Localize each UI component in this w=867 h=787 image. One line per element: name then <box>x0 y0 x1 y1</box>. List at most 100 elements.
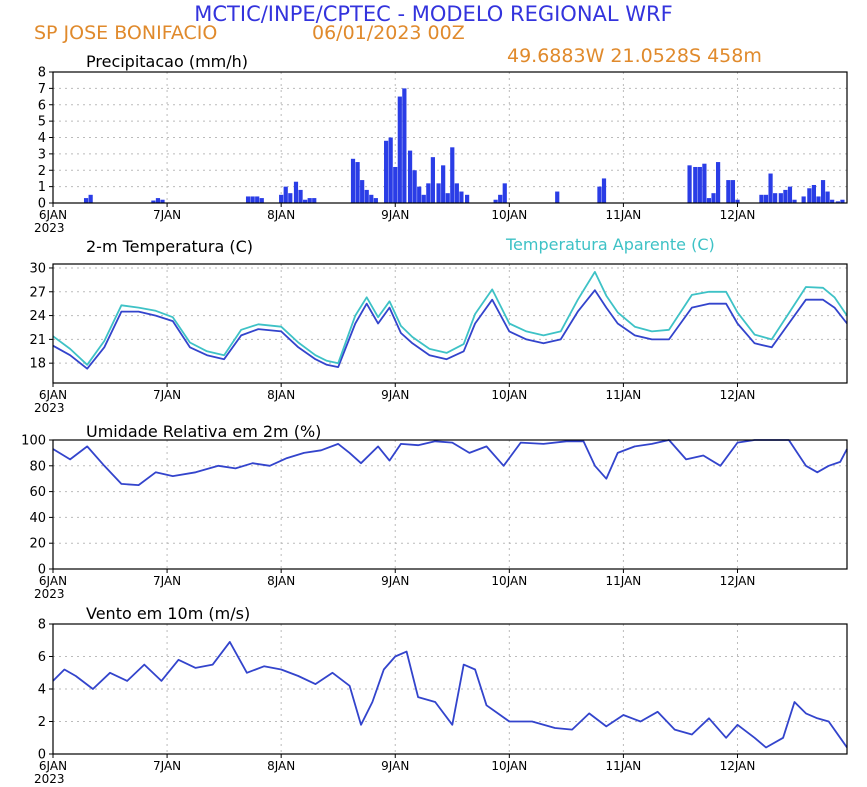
x-tick-label: 6JAN <box>39 759 67 773</box>
precip-bar <box>820 180 826 203</box>
precip-bar <box>502 183 507 203</box>
precip-bar <box>601 178 607 203</box>
precip-bar <box>787 186 793 203</box>
precip-bar <box>245 196 251 203</box>
precip-bar <box>307 198 312 203</box>
x-tick-label: 8JAN <box>267 574 295 588</box>
precip-bar <box>303 199 308 203</box>
x-tick-label: 9JAN <box>381 208 409 222</box>
precip-bar <box>792 199 797 203</box>
precip-bar <box>825 191 830 203</box>
precip-bar <box>421 194 426 203</box>
panel-title: Precipitacao (mm/h) <box>86 52 248 71</box>
precip-bar <box>811 184 817 203</box>
precip-bar <box>393 166 398 203</box>
x-tick-label: 12JAN <box>720 574 756 588</box>
precip-bar <box>369 194 374 203</box>
y-tick-label: 4 <box>38 131 46 146</box>
x-tick-label: 7JAN <box>153 759 181 773</box>
precip-bar <box>711 193 716 203</box>
precip-bar <box>697 166 702 203</box>
precip-bar <box>763 194 769 203</box>
precip-bar <box>735 199 740 203</box>
precip-bar <box>388 137 393 203</box>
y-tick-label: 6 <box>38 650 46 665</box>
precip-bar <box>759 194 764 203</box>
panel-title: 2-m Temperatura (C) <box>86 237 253 256</box>
precip-bar <box>706 198 712 203</box>
precip-bar <box>88 194 93 203</box>
run-date: 06/01/2023 00Z <box>312 22 465 44</box>
x-tick-label: 11JAN <box>606 208 642 222</box>
y-tick-label: 6 <box>38 98 46 113</box>
x-tick-label: 7JAN <box>153 574 181 588</box>
precip-bar <box>830 199 835 203</box>
x-tick-label: 10JAN <box>491 759 527 773</box>
x-tick-label: 6JAN <box>39 574 67 588</box>
y-tick-label: 0 <box>38 197 46 212</box>
panel-title: Vento em 10m (m/s) <box>86 604 250 623</box>
precip-bar <box>436 183 441 203</box>
legend-apparent-temperature: Temperatura Aparente (C) <box>505 235 715 254</box>
precip-bar <box>250 196 255 203</box>
precip-bar <box>778 193 783 203</box>
precip-bar <box>350 158 356 203</box>
x-tick-label: 12JAN <box>720 759 756 773</box>
precip-bar <box>407 150 413 203</box>
series-line-0 <box>52 439 848 486</box>
y-tick-label: 8 <box>38 66 46 81</box>
x-tick-label: 7JAN <box>153 388 181 402</box>
precip-bar <box>412 170 417 203</box>
precip-bar <box>279 194 284 203</box>
precip-bar <box>402 88 407 203</box>
precip-bar <box>840 199 845 203</box>
precip-bar <box>426 183 431 203</box>
precip-bar <box>835 201 840 203</box>
precip-bar <box>465 194 470 203</box>
y-tick-label: 0 <box>38 748 46 763</box>
precip-bar <box>312 198 317 203</box>
y-tick-label: 7 <box>38 82 46 97</box>
precip-bar <box>454 183 459 203</box>
series-line-0 <box>52 289 848 370</box>
x-tick-label: 8JAN <box>267 759 295 773</box>
x-tick-label: 12JAN <box>720 388 756 402</box>
series-line-0 <box>52 641 848 749</box>
precip-bar <box>555 191 560 203</box>
precip-bar <box>255 196 260 203</box>
x-year-label: 2023 <box>34 772 65 786</box>
precip-bar <box>430 157 435 203</box>
precip-bar <box>498 194 503 203</box>
precip-bar <box>687 165 692 203</box>
precip-bar <box>693 166 698 203</box>
y-tick-label: 3 <box>38 147 46 162</box>
x-tick-label: 6JAN <box>39 388 67 402</box>
precip-bar <box>783 189 788 203</box>
precip-bar <box>373 198 378 203</box>
precip-bar <box>816 196 821 203</box>
x-year-label: 2023 <box>34 401 65 415</box>
x-tick-label: 11JAN <box>606 388 642 402</box>
precip-bar <box>288 193 293 203</box>
x-year-label: 2023 <box>34 587 65 601</box>
y-tick-label: 24 <box>29 309 46 324</box>
station-coordinates: 49.6883W 21.0528S 458m <box>507 45 762 67</box>
station-name: SP JOSE BONIFACIO <box>34 22 218 44</box>
y-tick-label: 30 <box>29 261 46 276</box>
y-tick-label: 5 <box>38 115 46 130</box>
precip-bar <box>450 147 455 203</box>
precip-bar <box>597 186 602 203</box>
precip-bar <box>417 186 422 203</box>
y-tick-label: 60 <box>29 485 46 500</box>
y-tick-label: 18 <box>29 357 46 372</box>
x-tick-label: 11JAN <box>606 759 642 773</box>
precip-bar <box>773 193 778 203</box>
y-tick-label: 4 <box>38 683 46 698</box>
y-tick-label: 1 <box>38 180 46 195</box>
precip-bar <box>364 189 369 203</box>
precip-bar <box>493 199 498 203</box>
precip-bar <box>768 173 773 203</box>
y-tick-label: 27 <box>29 285 46 300</box>
x-tick-label: 10JAN <box>491 388 527 402</box>
x-tick-label: 6JAN <box>39 208 67 222</box>
